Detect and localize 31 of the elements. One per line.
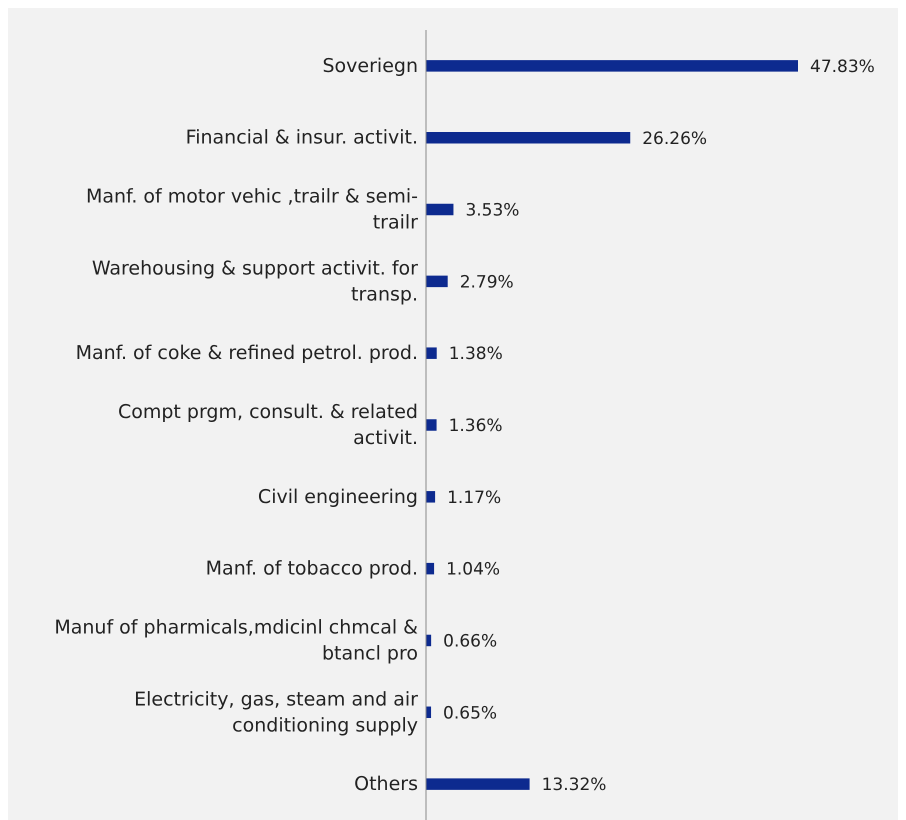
bar [426,204,454,216]
data-label: 2.79% [460,272,514,292]
bar [426,778,530,790]
data-label: 13.32% [542,775,606,796]
y-tick-label: Warehousing & support activit. for transp. [92,257,418,306]
data-label: 1.36% [448,416,503,436]
data-label: 47.83% [810,56,875,77]
y-tick-label: Manf. of motor vehic ,trailr & semi-trailr [86,186,418,234]
data-label: 1.38% [448,344,503,364]
y-tick-label: Electricity, gas, steam and air conditioning supply [134,688,418,736]
bar [426,60,798,72]
bar [426,347,437,359]
data-label: 26.26% [642,128,708,149]
bar [426,419,437,431]
y-tick-label: Others [354,773,418,796]
y-tick-label: Financial & insur. activit. [186,126,418,149]
bar [426,276,448,288]
data-label: 1.17% [447,488,502,508]
y-tick-label: Manf. of coke & refined petrol. prod. [76,342,418,364]
y-tick-label: Civil engineering [258,486,418,508]
y-tick-label: Manuf of pharmicals,mdicinl chmcal & btancl pro [54,616,418,664]
bar [426,491,436,503]
data-label: 3.53% [465,200,520,221]
data-label: 0.65% [443,703,498,724]
y-tick-label: Compt prgm, consult. & related activit. [118,401,418,449]
bar [426,562,434,574]
y-tick-label: Manf. of tobacco prod. [206,558,418,580]
data-label: 0.66% [443,631,498,652]
data-label: 1.04% [446,560,500,580]
y-tick-label: Soveriegn [322,54,418,77]
bar [426,132,630,144]
